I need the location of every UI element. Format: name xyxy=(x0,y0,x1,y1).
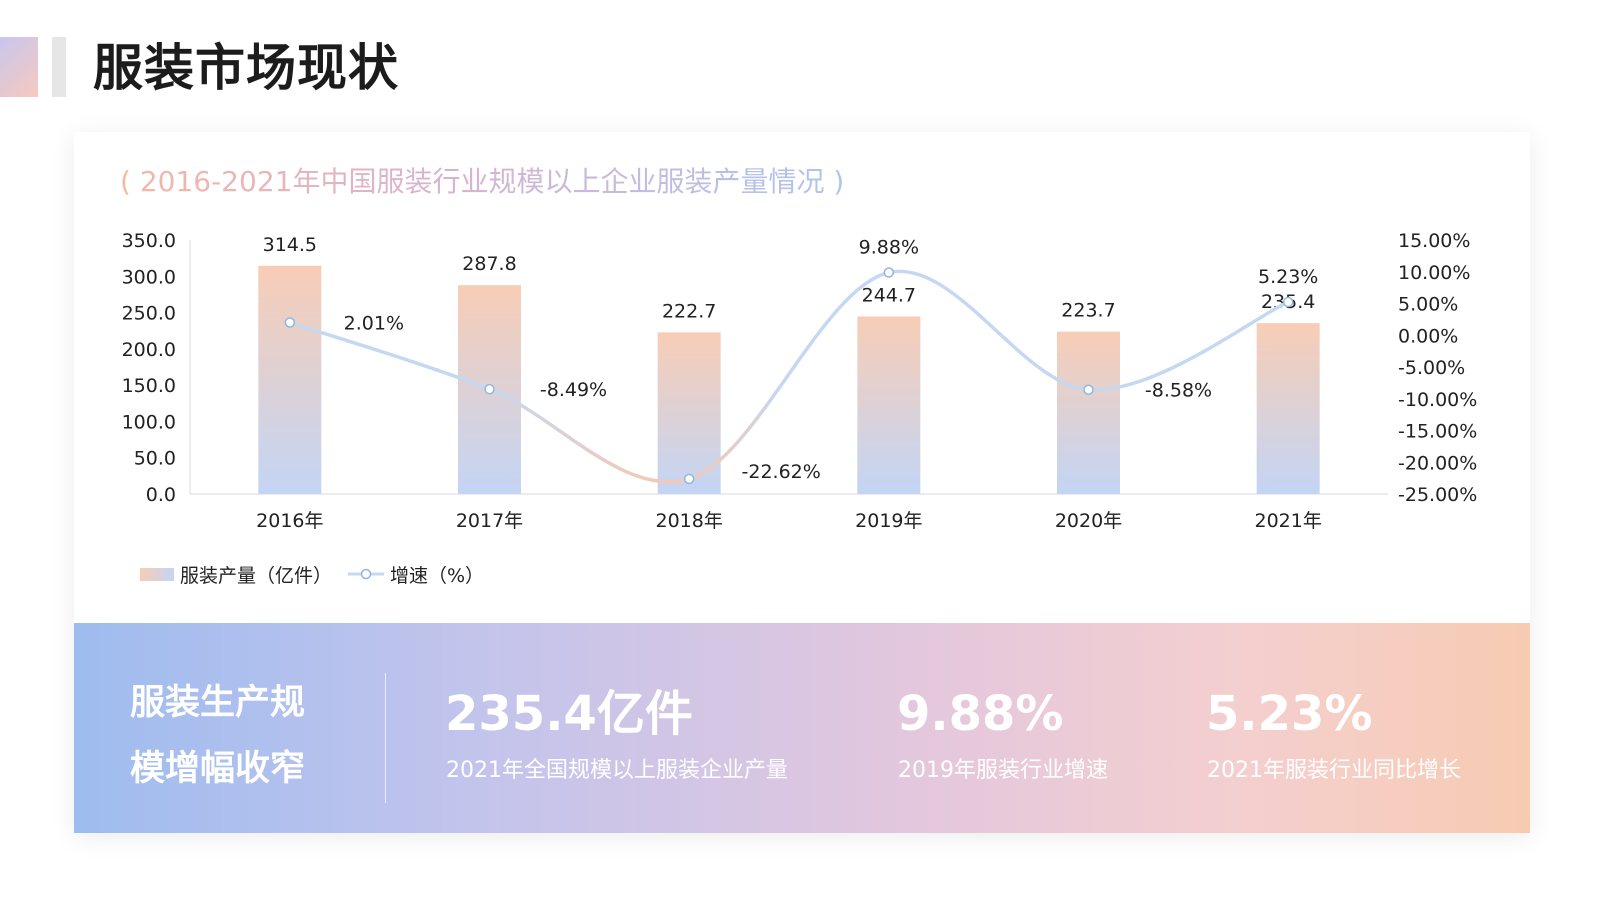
y-right-tick-label: 0.00% xyxy=(1398,325,1458,347)
legend-bar-swatch xyxy=(140,568,174,581)
y-right-tick-label: -10.00% xyxy=(1398,389,1477,411)
x-tick-label: 2018年 xyxy=(655,510,722,532)
x-tick-label: 2020年 xyxy=(1055,510,1122,532)
y-left-tick-label: 150.0 xyxy=(122,375,176,397)
summary-band xyxy=(74,623,1530,833)
x-tick-label: 2016年 xyxy=(256,510,323,532)
stat-value-growth-2021: 5.23% xyxy=(1206,686,1373,742)
y-left-tick-label: 300.0 xyxy=(122,266,176,288)
line-marker xyxy=(284,317,296,328)
y-left-tick-label: 250.0 xyxy=(122,303,176,325)
y-right-tick-label: 5.00% xyxy=(1398,294,1458,316)
y-right-tick-label: -20.00% xyxy=(1398,452,1477,474)
bar xyxy=(258,265,322,494)
stat-label-growth-2021: 2021年服装行业同比增长 xyxy=(1207,758,1461,783)
y-right-tick-label: -5.00% xyxy=(1398,357,1465,379)
y-left-tick-label: 50.0 xyxy=(134,448,176,470)
stat-label-growth-2019: 2019年服装行业增速 xyxy=(898,758,1108,783)
line-marker xyxy=(484,383,495,395)
line-value-label: 2.01% xyxy=(344,312,404,334)
y-left-tick-label: 0.0 xyxy=(146,484,176,506)
y-right-tick-label: -25.00% xyxy=(1398,484,1477,506)
title-accent-gray xyxy=(52,37,66,97)
stat-value-growth-2019: 9.88% xyxy=(897,686,1064,742)
line-marker xyxy=(883,267,895,278)
legend-bar-label: 服装产量（亿件） xyxy=(180,565,332,587)
bar-value-label: 244.7 xyxy=(862,284,916,306)
bar xyxy=(857,316,921,494)
chart-title: ( 2016-2021年中国服装行业规模以上企业服装产量情况 ) xyxy=(120,162,844,202)
summary-divider xyxy=(385,673,386,803)
y-right-tick-label: 15.00% xyxy=(1398,230,1470,252)
bar xyxy=(1057,331,1120,494)
bar xyxy=(657,332,721,494)
title-accent-gradient xyxy=(0,37,38,97)
y-left-tick-label: 350.0 xyxy=(122,230,176,252)
page-title: 服装市场现状 xyxy=(93,39,399,97)
summary-heading: 服装生产规模增幅收窄 xyxy=(130,683,306,789)
bar-value-label: 223.7 xyxy=(1061,300,1115,322)
bar-value-label: 222.7 xyxy=(662,300,716,322)
bar-value-label: 287.8 xyxy=(462,253,516,275)
bar xyxy=(1256,323,1320,494)
line-value-label: 5.23% xyxy=(1258,266,1318,288)
stat-value-production: 235.4亿件 xyxy=(445,686,693,742)
y-right-tick-label: 10.00% xyxy=(1398,262,1470,284)
line-value-label: -22.62% xyxy=(742,461,821,483)
bar-value-label: 314.5 xyxy=(263,234,317,256)
line-marker xyxy=(1282,296,1294,308)
x-tick-label: 2017年 xyxy=(456,510,523,532)
line-marker xyxy=(1083,384,1094,395)
line-value-label: -8.58% xyxy=(1145,380,1212,402)
legend-line-label: 增速（%） xyxy=(390,565,484,587)
line-marker xyxy=(683,473,695,485)
y-left-tick-label: 100.0 xyxy=(122,411,176,433)
line-value-label: 9.88% xyxy=(859,237,919,259)
y-left-tick-label: 200.0 xyxy=(122,339,176,361)
line-value-label: -8.49% xyxy=(540,379,607,401)
y-right-tick-label: -15.00% xyxy=(1398,421,1477,443)
x-tick-label: 2019年 xyxy=(855,510,922,532)
growth-line xyxy=(288,269,1290,484)
x-tick-label: 2021年 xyxy=(1254,510,1321,532)
legend-line-marker xyxy=(360,568,372,580)
stat-label-production: 2021年全国规模以上服装企业产量 xyxy=(446,758,788,783)
